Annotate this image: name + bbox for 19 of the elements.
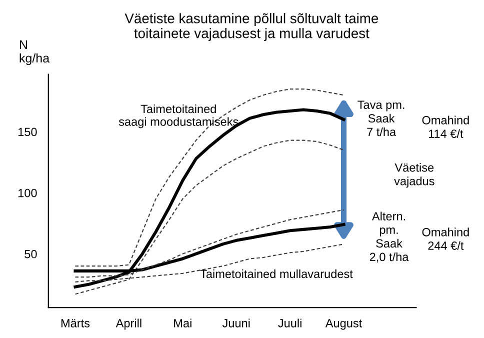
line-series [74, 88, 344, 267]
text: Altern. pm. Saak 2,0 t/ha [370, 212, 409, 263]
y-tick-label: 150 [18, 128, 37, 136]
series-label: Taimetoitained mullavarudest [200, 269, 353, 278]
x-tick-label: Juuni [222, 318, 250, 328]
x-tick-label: Aprill [116, 318, 142, 330]
y-tick-label: 100 [18, 188, 37, 198]
text: Tava pm. Saak 7 t/ha [358, 100, 404, 136]
text: Omahind 244 €/t [422, 228, 469, 250]
y-axis-title: N kg/ha [20, 40, 50, 66]
text: Väetise vajadus [394, 163, 434, 188]
series-label: Taimetoitained saagi moodustamiseks [118, 104, 238, 128]
y-tick-label: 50 [24, 250, 37, 258]
x-tick-label: August [325, 319, 362, 330]
chart-title: Väetiste kasutamine põllul sõltuvalt taime toitainete vajadusest ja mulla varudest [124, 13, 378, 41]
x-tick-label: Juuli [278, 318, 302, 328]
text: Omahind 114 €/t [422, 116, 469, 138]
x-tick-label: Mai [174, 318, 192, 328]
x-tick-label: Märts [61, 319, 90, 328]
